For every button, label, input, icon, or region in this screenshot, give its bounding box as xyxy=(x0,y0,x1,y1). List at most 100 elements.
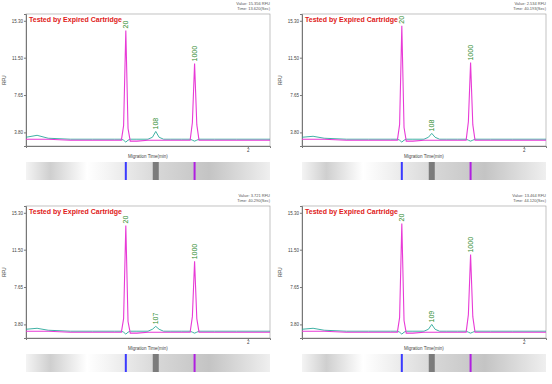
gel-band xyxy=(401,162,403,180)
peak-label: 1000 xyxy=(191,244,198,260)
y-tick: 3.80 xyxy=(14,130,26,135)
gel-band xyxy=(153,162,159,180)
y-tick: 3.80 xyxy=(290,130,302,135)
x-tick: 2 xyxy=(523,146,526,153)
x-axis-line xyxy=(303,339,547,341)
y-axis: 3.80 7.65 11.50 15.30 xyxy=(288,15,303,147)
peak-label: 108 xyxy=(152,118,159,130)
y-tick-mark xyxy=(24,287,26,288)
y-tick-mark xyxy=(24,324,26,325)
peak-label: 109 xyxy=(428,311,435,323)
y-tick-label: 3.80 xyxy=(290,130,299,135)
x-tick-label: 2 xyxy=(247,340,250,345)
peak-label: 20 xyxy=(122,21,129,29)
y-axis: 3.80 7.65 11.50 15.30 xyxy=(288,207,303,339)
y-tick-mark xyxy=(300,21,302,22)
y-tick-mark xyxy=(24,21,26,22)
peak-label: 108 xyxy=(428,120,435,132)
panel: 3.807.6511.5015.302201091000Tested by Ex… xyxy=(278,193,547,372)
x-axis: 2 xyxy=(303,146,547,153)
y-tick-label: 15.30 xyxy=(12,19,24,24)
x-axis-title: Migration Time(min) xyxy=(128,154,168,159)
y-axis-line xyxy=(24,15,27,147)
plot-area xyxy=(26,31,270,143)
y-tick-mark xyxy=(300,324,302,325)
y-tick-label: 11.50 xyxy=(12,248,23,253)
y-tick-mark xyxy=(24,213,26,214)
trace xyxy=(302,26,546,142)
peak-label: 20 xyxy=(398,16,405,24)
gel-band xyxy=(125,354,127,372)
y-tick-label: 15.30 xyxy=(12,211,24,216)
y-tick: 7.65 xyxy=(290,93,302,98)
x-axis-title: Migration Time(min) xyxy=(404,154,444,159)
y-tick-mark xyxy=(24,58,26,59)
y-tick-mark xyxy=(300,95,302,96)
readout: Time: 44.120(Sec) xyxy=(513,198,546,203)
y-tick-mark xyxy=(300,213,302,214)
y-axis: 3.807.6511.5015.30 xyxy=(12,15,27,147)
trace xyxy=(302,133,546,142)
y-tick-label: 7.65 xyxy=(290,93,299,98)
y-tick-label: 7.65 xyxy=(14,285,23,290)
gel-strip xyxy=(26,354,270,372)
y-tick: 7.65 xyxy=(290,285,302,290)
x-tick: 2 xyxy=(247,146,250,153)
x-axis-line xyxy=(303,147,547,149)
y-tick: 11.50 xyxy=(12,248,26,253)
y-tick-label: 3.80 xyxy=(290,322,299,327)
y-axis-title: RFU xyxy=(278,267,283,276)
y-tick-mark xyxy=(300,250,302,251)
title: Tested by Expired Cartridge xyxy=(29,16,122,24)
x-tick: 2 xyxy=(523,338,526,345)
gel-band xyxy=(194,354,196,372)
y-axis-line xyxy=(300,207,303,339)
gel-strip xyxy=(302,162,546,180)
y-axis-line xyxy=(24,207,27,339)
x-tick-label: 2 xyxy=(523,148,526,153)
x-axis: 2 xyxy=(27,146,271,153)
x-axis-title: Migration Time(min) xyxy=(404,346,444,351)
y-axis-title: RFU xyxy=(278,75,283,84)
y-tick: 3.80 xyxy=(14,322,26,327)
gel-band xyxy=(125,162,127,180)
x-tick: 2 xyxy=(247,338,250,345)
x-axis-line xyxy=(27,339,271,341)
y-tick: 3.80 xyxy=(290,322,302,327)
y-tick-label: 11.50 xyxy=(288,248,299,253)
figure: 3.80 7.65 11.50 15.30 2 20 108 1000 Tested by Ex… xyxy=(0,0,552,384)
peak-label: 1000 xyxy=(467,45,474,61)
title: Tested by Expired Cartridge xyxy=(29,208,122,216)
y-tick-label: 3.80 xyxy=(14,130,23,135)
panel: 3.807.6511.5015.302201081000Tested by Ex… xyxy=(2,1,271,180)
trace xyxy=(302,223,546,333)
y-tick-label: 7.65 xyxy=(14,93,23,98)
readout: Time: 40.290(Sec) xyxy=(237,198,270,203)
gel-band xyxy=(470,162,472,180)
y-tick-mark xyxy=(300,287,302,288)
peak-label: 20 xyxy=(398,214,405,222)
gel-band xyxy=(194,162,196,180)
gel-band xyxy=(401,354,403,372)
title: Tested by Expired Cartridge xyxy=(305,16,398,24)
gel-strip xyxy=(26,162,270,180)
x-tick-label: 2 xyxy=(247,148,250,153)
y-tick-label: 15.30 xyxy=(288,211,300,216)
y-tick: 7.65 xyxy=(14,285,26,290)
gel-band xyxy=(470,354,472,372)
x-axis: 2 xyxy=(27,338,271,345)
y-tick: 15.30 xyxy=(288,19,302,24)
gel-band xyxy=(429,162,435,180)
y-tick-label: 3.80 xyxy=(14,322,23,327)
gel-band xyxy=(429,354,435,372)
y-tick-label: 11.50 xyxy=(288,56,299,61)
y-tick: 11.50 xyxy=(288,248,302,253)
y-tick-label: 7.65 xyxy=(290,285,299,290)
peak-label: 1000 xyxy=(191,46,198,62)
y-axis-line xyxy=(300,15,303,147)
y-tick-mark xyxy=(300,58,302,59)
y-tick: 15.30 xyxy=(12,211,26,216)
y-tick-mark xyxy=(24,132,26,133)
peak-label: 20 xyxy=(122,216,129,224)
plot-area xyxy=(302,223,546,334)
